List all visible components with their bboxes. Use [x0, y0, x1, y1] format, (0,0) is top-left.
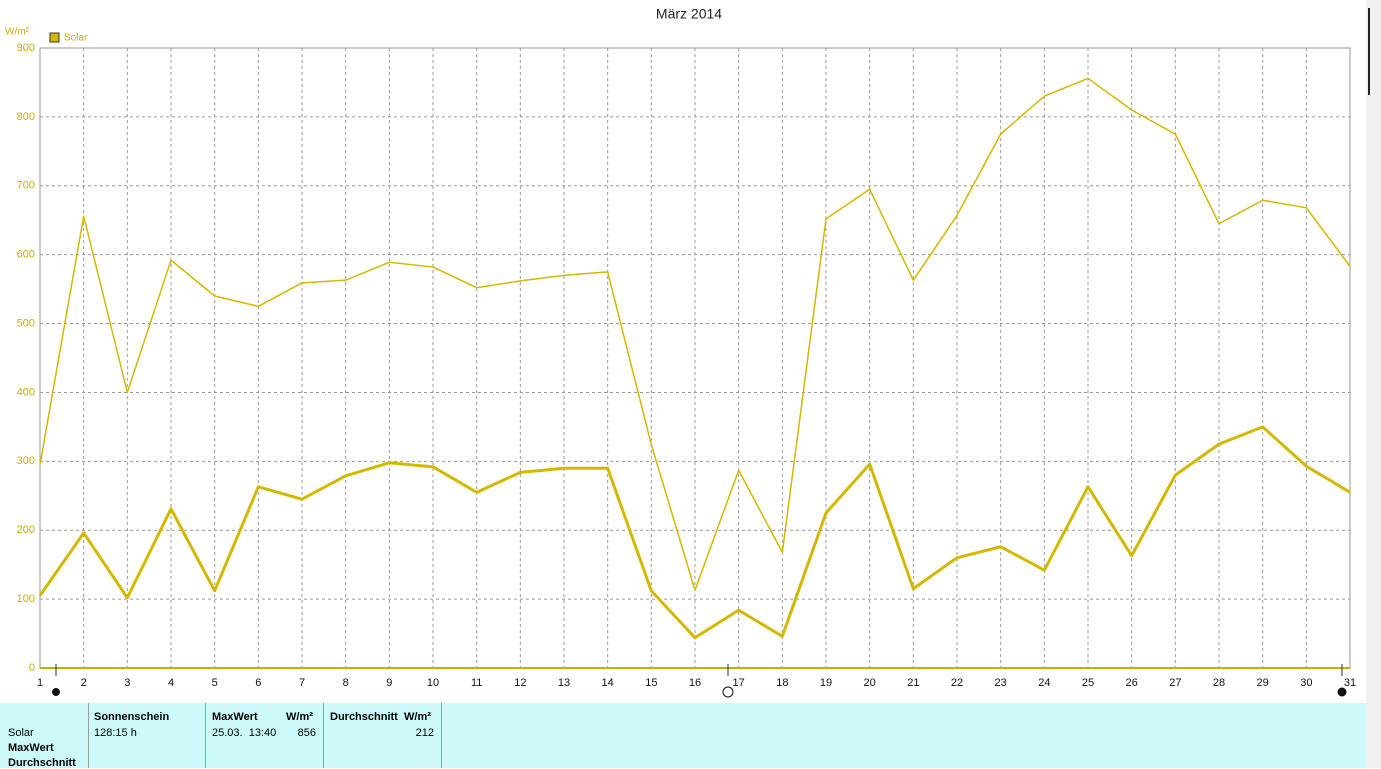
x-tick-label: 19 [820, 677, 832, 689]
header: Sonnenschein [94, 711, 170, 723]
header: W/m² [286, 711, 313, 723]
y-tick-label: 500 [17, 317, 35, 329]
moon-symbol [52, 688, 60, 696]
x-tick-label: 14 [602, 677, 614, 689]
series-line [39, 77, 1351, 591]
x-tick-label: 28 [1213, 677, 1225, 689]
scrollbar [1366, 0, 1381, 768]
y-unit: W/m² [5, 27, 30, 38]
x-tick-label: 21 [907, 677, 919, 689]
header: MaxWert [212, 711, 258, 723]
x-tick-label: 22 [951, 677, 963, 689]
y-tick-label: 200 [17, 524, 35, 536]
x-tick-label: 27 [1169, 677, 1181, 689]
x-tick-label: 6 [255, 677, 261, 689]
x-tick-label: 12 [514, 677, 526, 689]
x-tick-label: 29 [1257, 677, 1269, 689]
cell: 856 [297, 727, 316, 739]
y-tick-label: 400 [17, 386, 35, 398]
chart-title: März 2014 [656, 6, 722, 22]
y-tick-label: 800 [17, 111, 35, 123]
cell: 212 [415, 727, 434, 739]
header: W/m² [404, 711, 431, 723]
cell: 25.03. 13:40 [212, 727, 277, 739]
moon-symbol [1337, 687, 1347, 697]
x-tick-label: 1 [37, 677, 43, 689]
x-tick-label: 26 [1126, 677, 1138, 689]
x-tick-label: 16 [689, 677, 701, 689]
x-tick-label: 8 [343, 677, 349, 689]
row-label: MaxWert [8, 742, 54, 754]
x-tick-label: 9 [386, 677, 392, 689]
row-label: Durchschnitt [8, 757, 76, 769]
x-tick-label: 31 [1344, 677, 1356, 689]
y-tick-label: 300 [17, 455, 35, 467]
x-tick-label: 24 [1038, 677, 1050, 689]
row-label: Solar [8, 727, 34, 739]
x-tick-label: 15 [645, 677, 657, 689]
y-tick-label: 0 [29, 662, 35, 674]
x-tick-label: 2 [81, 677, 87, 689]
x-tick-label: 18 [776, 677, 788, 689]
col-sep [441, 703, 442, 768]
x-tick-label: 13 [558, 677, 570, 689]
y-tick-label: 900 [17, 42, 35, 54]
header: Durchschnitt [330, 711, 398, 723]
x-tick-label: 23 [995, 677, 1007, 689]
col-sep [205, 703, 206, 768]
col-sep [88, 703, 89, 768]
x-tick-label: 7 [299, 677, 305, 689]
x-tick-label: 10 [427, 677, 439, 689]
y-tick-label: 600 [17, 249, 35, 261]
series-line [38, 425, 1351, 640]
x-tick-label: 25 [1082, 677, 1094, 689]
legend-label: Solar [64, 33, 88, 44]
x-tick-label: 20 [864, 677, 876, 689]
moon-symbol [722, 686, 734, 698]
x-tick-label: 3 [124, 677, 130, 689]
y-tick-label: 100 [17, 593, 35, 605]
x-tick-label: 11 [471, 677, 482, 689]
x-tick-label: 5 [212, 677, 218, 689]
stats-panel: Sonnenschein MaxWert W/m² Durchschnitt W… [0, 703, 1366, 769]
col-sep [323, 703, 324, 768]
x-tick-label: 17 [733, 677, 745, 689]
x-tick-label: 30 [1300, 677, 1312, 689]
x-tick-label: 4 [168, 677, 174, 689]
y-tick-label: 700 [17, 180, 35, 192]
legend-swatch [49, 32, 60, 43]
cell: 128:15 h [94, 727, 137, 739]
